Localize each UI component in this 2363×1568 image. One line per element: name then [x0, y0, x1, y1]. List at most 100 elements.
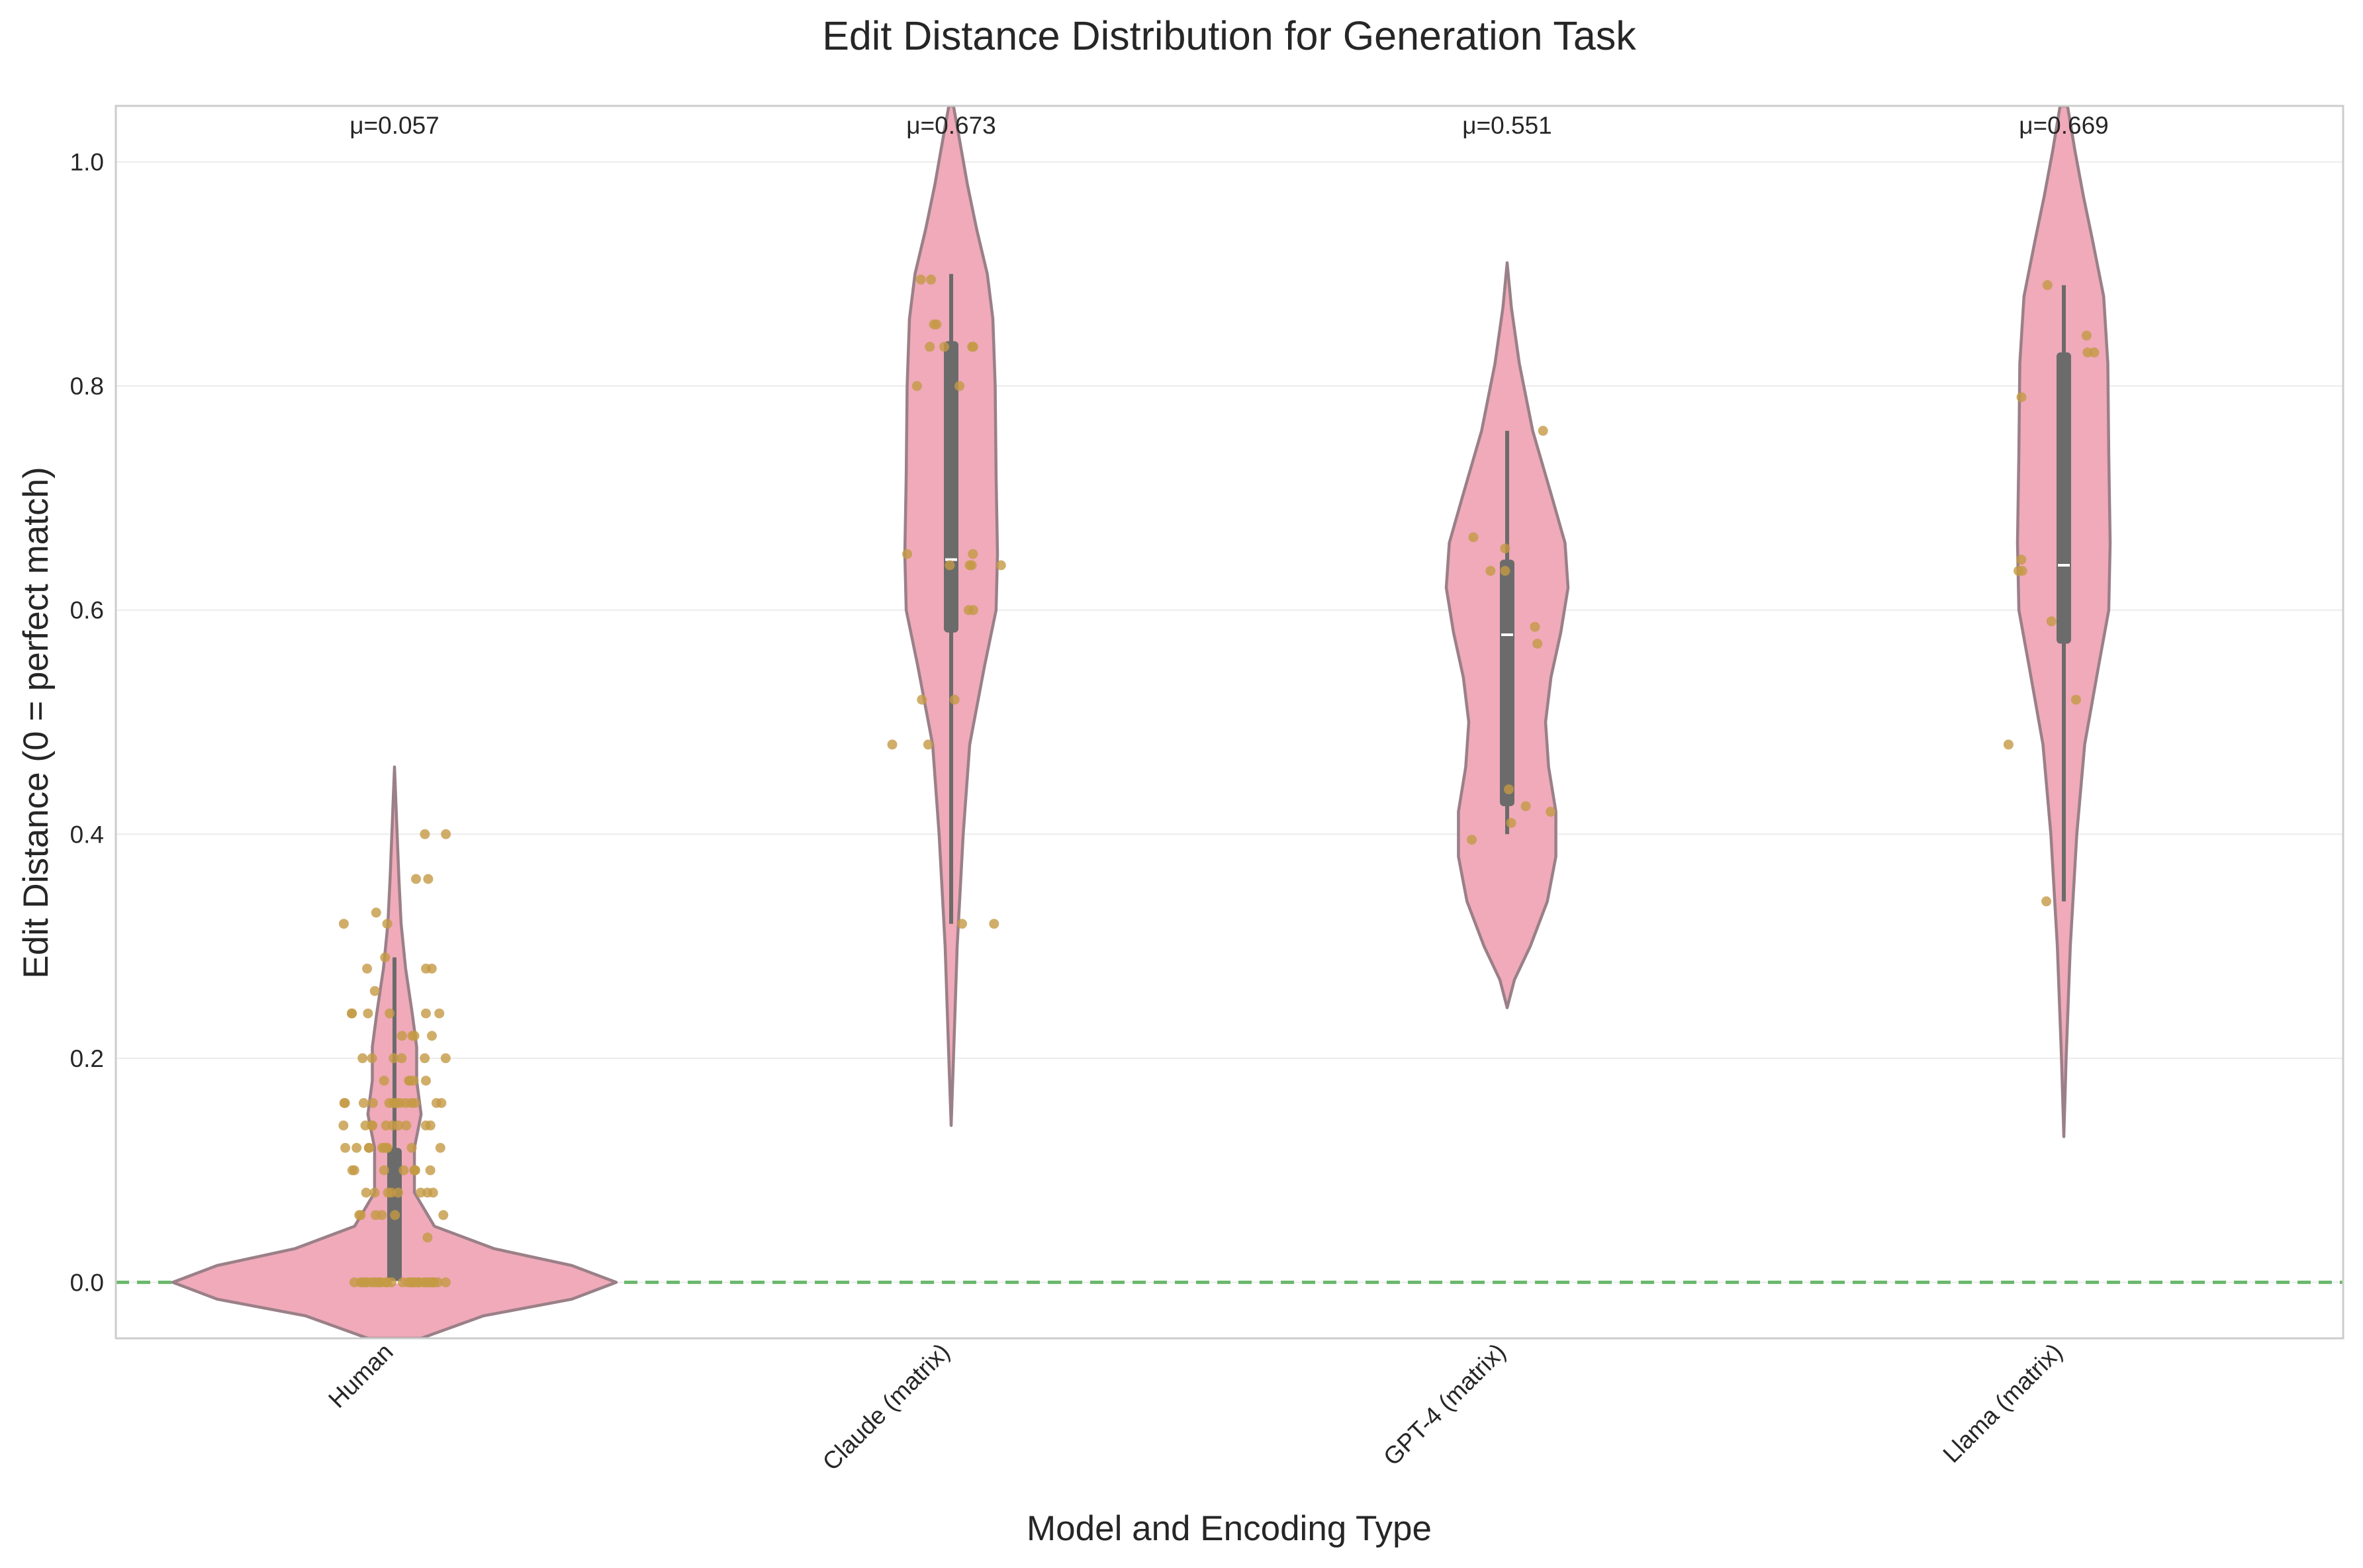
data-point	[2016, 555, 2027, 565]
data-point	[416, 1187, 426, 1198]
data-point	[382, 919, 393, 929]
data-point	[2081, 330, 2092, 341]
data-point	[1546, 806, 1556, 817]
data-point	[2071, 694, 2081, 705]
data-point	[2041, 896, 2052, 907]
data-point	[420, 1053, 430, 1064]
data-point	[1500, 543, 1510, 554]
mean-label: μ=0.551	[1462, 112, 1552, 139]
data-point	[383, 1187, 393, 1198]
data-point	[382, 1277, 393, 1287]
data-point	[421, 1008, 431, 1019]
data-point	[925, 342, 935, 352]
data-point	[354, 1210, 365, 1221]
data-point	[379, 1076, 389, 1086]
x-tick-label: GPT-4 (matrix)	[1378, 1338, 1511, 1471]
data-point	[359, 1277, 370, 1287]
data-point	[2016, 392, 2027, 402]
data-point	[361, 1187, 371, 1198]
data-point	[369, 1187, 380, 1198]
data-point	[939, 342, 950, 352]
data-point	[431, 1098, 441, 1108]
data-point	[917, 694, 927, 705]
violin-iqr-box	[2057, 352, 2071, 644]
data-point	[401, 1120, 412, 1130]
data-point	[385, 1008, 395, 1019]
plot-frame	[115, 105, 2344, 1340]
data-point	[357, 1053, 368, 1064]
mean-label: μ=0.057	[349, 112, 440, 139]
data-point	[382, 1142, 393, 1153]
data-point	[339, 1098, 349, 1108]
y-tick-label: 0.4	[70, 821, 104, 848]
data-point	[441, 829, 451, 839]
data-point	[902, 549, 912, 559]
data-point	[347, 1165, 357, 1176]
data-point	[1538, 426, 1548, 436]
data-point	[398, 1277, 408, 1287]
data-point	[420, 829, 430, 839]
data-point	[440, 1277, 451, 1287]
data-point	[427, 1031, 437, 1041]
data-point	[413, 1277, 424, 1287]
data-point	[340, 1142, 351, 1153]
data-point	[945, 560, 955, 571]
data-point	[347, 1008, 357, 1019]
y-tick-label: 0.8	[70, 373, 104, 400]
data-point	[393, 1120, 404, 1130]
data-point	[391, 1098, 402, 1108]
x-tick-label: Human	[323, 1338, 398, 1413]
data-point	[911, 381, 922, 391]
y-tick-labels: 0.0 0.2 0.4 0.6 0.8 1.0	[70, 149, 104, 1297]
y-tick-label: 0.6	[70, 597, 104, 624]
data-point	[363, 1008, 373, 1019]
data-point	[363, 1142, 374, 1153]
data-point	[389, 1053, 399, 1064]
x-tick-label: Llama (matrix)	[1937, 1338, 2067, 1468]
data-point	[422, 1187, 433, 1198]
data-point	[989, 919, 999, 929]
data-point	[425, 1165, 436, 1176]
data-point	[1506, 817, 1516, 828]
mean-label: μ=0.669	[2019, 112, 2109, 139]
grid-lines	[116, 161, 2343, 1283]
y-tick-label: 0.0	[70, 1269, 104, 1296]
data-point	[379, 1165, 389, 1176]
data-point	[926, 274, 937, 285]
violins	[171, 106, 2112, 1338]
mean-labels: μ=0.057 μ=0.673 μ=0.551 μ=0.669	[349, 112, 2109, 139]
data-point	[954, 381, 965, 391]
data-point	[1467, 835, 1477, 845]
data-point	[358, 1098, 369, 1108]
data-point	[434, 1008, 445, 1019]
data-point	[398, 1165, 409, 1176]
data-point	[380, 952, 391, 962]
data-point	[371, 907, 381, 918]
data-point	[377, 1210, 387, 1221]
data-point	[349, 1277, 359, 1287]
data-point	[1532, 639, 1543, 649]
data-point	[435, 1142, 445, 1153]
data-point	[923, 739, 933, 750]
data-point	[949, 694, 960, 705]
data-point	[368, 1098, 378, 1108]
data-point	[440, 1053, 451, 1064]
data-point	[1485, 566, 1496, 576]
data-point	[887, 739, 898, 750]
data-point	[422, 1232, 433, 1243]
data-point	[957, 919, 967, 929]
data-point	[1500, 566, 1510, 576]
data-point	[1468, 532, 1479, 543]
data-point	[360, 1120, 371, 1130]
data-point	[2082, 347, 2093, 357]
violin-group-3	[2003, 106, 2112, 1138]
data-point	[915, 274, 926, 285]
x-axis-label: Model and Encoding Type	[1027, 1509, 1432, 1548]
data-point	[428, 1277, 438, 1287]
data-point	[393, 1187, 404, 1198]
data-point	[421, 1076, 431, 1086]
data-point	[411, 874, 421, 884]
data-point	[425, 1120, 436, 1130]
data-point	[931, 319, 942, 330]
data-point	[968, 549, 978, 559]
